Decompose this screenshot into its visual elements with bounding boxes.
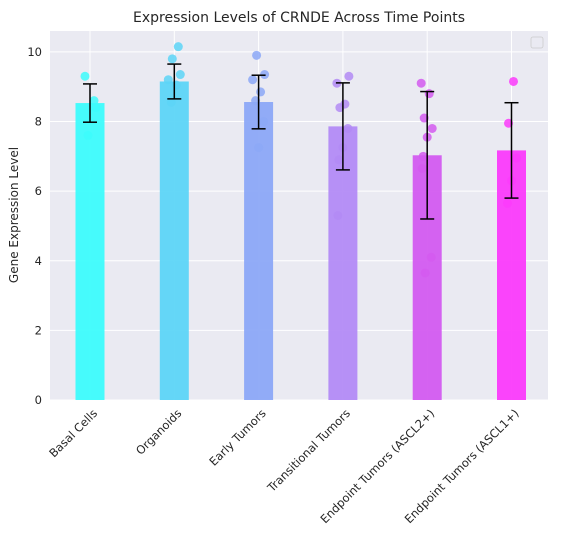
- bar-transitional-tumors: [328, 126, 358, 400]
- data-point: [344, 71, 354, 81]
- data-point: [417, 164, 427, 174]
- data-point: [173, 42, 183, 52]
- chart-title: Expression Levels of CRNDE Across Time P…: [133, 10, 465, 26]
- data-point: [259, 117, 269, 127]
- data-point: [167, 54, 177, 64]
- data-point: [418, 151, 428, 161]
- data-point: [80, 71, 90, 81]
- data-point: [91, 103, 101, 113]
- y-tick-label: 2: [35, 323, 42, 337]
- data-point: [166, 97, 176, 107]
- data-point: [426, 252, 436, 262]
- data-point: [334, 155, 344, 165]
- y-tick-label: 8: [35, 115, 42, 129]
- x-tick-label: Basal Cells: [46, 406, 100, 460]
- data-point: [254, 143, 264, 153]
- x-tick-label: Organoids: [133, 406, 184, 457]
- data-point: [175, 70, 185, 80]
- data-point: [424, 89, 434, 99]
- x-tick-label: Transitional Tumors: [264, 406, 353, 495]
- error-bars: [83, 63, 519, 220]
- y-axis-label: Gene Expression Level: [7, 147, 21, 283]
- bars: [75, 81, 526, 401]
- data-point: [256, 87, 266, 97]
- plot-background: [50, 31, 548, 400]
- data-point: [89, 96, 99, 106]
- data-point: [333, 211, 343, 220]
- y-tick-labels: 0 2 4 6 8 10: [27, 45, 42, 407]
- data-point: [343, 123, 353, 133]
- data-point: [248, 75, 258, 85]
- y-tick-label: 10: [27, 45, 42, 59]
- bar-basal-cells: [75, 103, 105, 400]
- y-tick-label: 0: [35, 393, 42, 407]
- y-tick-label: 4: [35, 254, 42, 268]
- data-point: [163, 75, 173, 85]
- data-point: [427, 123, 437, 133]
- data-point: [503, 198, 512, 208]
- data-point: [416, 78, 426, 88]
- data-point: [420, 268, 430, 278]
- data-point: [252, 50, 262, 60]
- bar-organoids: [159, 81, 189, 401]
- x-tick-label: Early Tumors: [206, 406, 268, 468]
- legend-box: [530, 36, 544, 49]
- data-point: [512, 153, 521, 163]
- data-point: [509, 76, 518, 86]
- x-tick-labels: Basal Cells Organoids Early TumorsTransiti…: [46, 406, 521, 526]
- y-tick-label: 6: [35, 184, 42, 198]
- data-point: [171, 80, 181, 90]
- data-point: [83, 130, 93, 140]
